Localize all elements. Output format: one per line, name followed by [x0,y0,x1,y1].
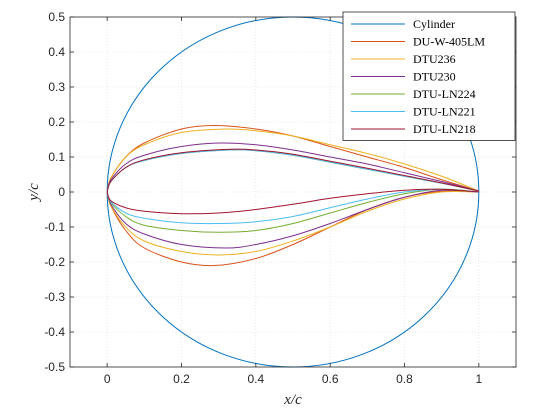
y-tick-label: -0.2 [44,255,65,269]
y-tick-label: 0.3 [48,80,65,94]
y-tick-label: 0.1 [48,150,65,164]
x-axis-label: x/c [283,392,302,408]
series-dtu-ln218-lower-line [106,188,479,215]
y-tick-label: -0.1 [44,220,65,234]
y-tick-label: 0.4 [48,45,65,59]
legend-label-dtu236: DTU236 [413,52,456,66]
x-tick-label: 1 [475,372,482,386]
series-dtu230-upper-line [106,142,479,193]
tick-labels: 0 0.2 0.4 0.6 0.8 1 -0.5 -0.4 -0.3 -0.2 -0.1 0 0.1 0.… [44,10,516,386]
series-dtu-ln218-upper-line [106,148,479,193]
series-dtu236-lower-line [106,190,479,256]
y-tick-label: -0.3 [44,290,65,304]
legend-label-dtu230: DTU230 [413,70,456,84]
series-dtu236-upper-line [106,128,480,193]
x-tick-label: 0.8 [396,372,413,386]
legend-label-dtu-ln218: DTU-LN218 [413,122,476,136]
series-dtu-ln221-lower-line [106,188,479,225]
series-dtu-ln224-lower-line [106,188,479,233]
legend-label-cylinder: Cylinder [413,17,455,31]
y-tick-label: 0.5 [48,10,65,24]
x-tick-label: 0.6 [322,372,339,386]
legend-label-dtu-ln224: DTU-LN224 [413,87,476,101]
y-tick-label: 0 [58,185,65,199]
y-tick-label: -0.5 [44,360,65,374]
x-tick-label: 0 [104,372,111,386]
series-dtu230-lower-line [106,189,479,249]
x-tick-label: 0.2 [173,372,190,386]
legend: Cylinder DU-W-405LM DTU236 DTU230 DTU-LN224 D… [342,11,516,141]
y-axis-label: y/c [26,183,42,203]
series-lines [106,16,480,368]
legend-label-du-w-405lm: DU-W-405LM [413,35,485,49]
x-tick-label: 0.4 [247,372,264,386]
y-tick-label: 0.2 [48,115,65,129]
y-tick-label: -0.4 [44,325,65,339]
legend-label-dtu-ln221: DTU-LN221 [413,105,476,119]
